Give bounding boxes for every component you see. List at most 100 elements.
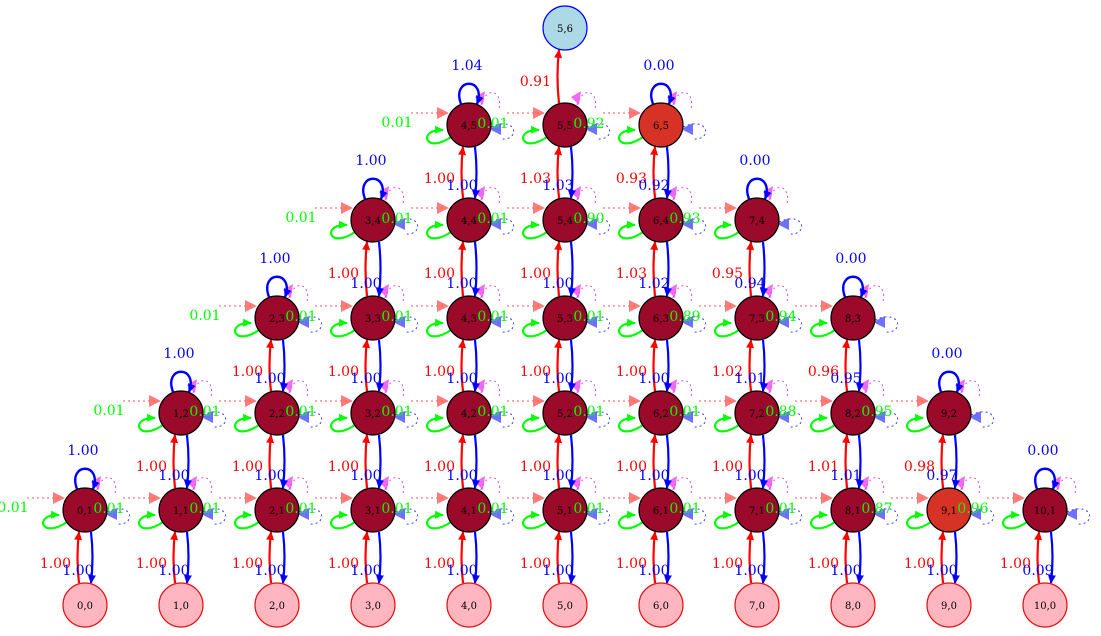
down-edge-9-2-to-9-1 (951, 434, 960, 489)
node-label-9-0: 9,0 (941, 601, 957, 612)
down-edge-5-4-to-5-3 (567, 241, 576, 297)
blue-self-loop-7-4 (746, 177, 772, 200)
node-label-8-2: 8,2 (845, 409, 861, 420)
green-self-loop-4-5 (426, 125, 452, 145)
up-edge-0-0-to-0-1 (74, 531, 83, 584)
up-edge-label-44: 1.00 (616, 364, 647, 380)
left-loop-label-10: 0.01 (93, 403, 124, 419)
ghost-arrowhead-right-10-1 (1065, 508, 1077, 520)
green-self-loop-5-5 (522, 125, 548, 145)
up-edge-label-43: 1.00 (520, 364, 551, 380)
ghost-arrowhead-right-3-1 (393, 508, 405, 520)
ghost-arrowhead-left-5-5 (533, 107, 545, 119)
down-edge-label-35: 1.00 (542, 468, 573, 484)
right-loop-label-14: 0.01 (573, 404, 604, 420)
right-loop-label-16: 0.88 (765, 404, 796, 420)
green-self-loop-7-3 (714, 318, 740, 338)
ghost-arrowhead-left-7-1 (725, 492, 737, 504)
blue-self-loop-6-5 (650, 82, 676, 105)
down-edge-label-11: 1.00 (62, 563, 93, 579)
ghost-arrowhead-left-9-1 (917, 492, 929, 504)
ghost-arrowhead-right-6-1 (681, 508, 693, 520)
node-5-5 (542, 102, 588, 148)
up-edge-label-40: 1.00 (232, 364, 263, 380)
down-edge-label-19: 1.00 (830, 563, 861, 579)
node-label-1-2: 1,2 (173, 409, 189, 420)
ghost-arrowhead-left-3-2 (341, 395, 353, 407)
ghost-arrowhead-right-7-3 (777, 316, 789, 328)
right-loop-label-22: 0.89 (669, 309, 700, 325)
node-3-4 (350, 197, 396, 243)
ghost-arrowhead-left-2-1 (245, 492, 257, 504)
node-6-1 (638, 487, 684, 533)
node-label-5-0: 5,0 (557, 601, 573, 612)
node-9-1 (926, 487, 972, 533)
green-self-loop-7-1 (714, 510, 740, 530)
node-label-7-4: 7,4 (749, 216, 765, 227)
green-self-loop-9-2 (906, 413, 932, 433)
node-3-2 (350, 390, 396, 436)
ghost-arrowhead-top-2-2 (283, 379, 293, 393)
down-edge-label-15: 1.00 (446, 563, 477, 579)
ghost-arrowhead-left-0-1 (53, 492, 65, 504)
down-edge-label-52: 1.01 (734, 371, 765, 387)
top-loop-label-9: 0.00 (1027, 443, 1058, 459)
down-edge-3-3-to-3-2 (375, 339, 384, 392)
down-edge-5-3-to-5-2 (567, 339, 576, 392)
node-1-1 (158, 487, 204, 533)
ghost-arrowhead-left-10-1 (1013, 492, 1025, 504)
ghost-arrowhead-right-5-4 (585, 218, 597, 230)
up-edge-label-57: 1.03 (616, 266, 647, 282)
ghost-arrowhead-left-5-3 (533, 300, 545, 312)
self-loops-layer (42, 82, 1060, 530)
ghost-arrowhead-left-3-3 (341, 300, 353, 312)
green-self-loop-6-1 (618, 510, 644, 530)
right-loop-label-3: 0.01 (381, 501, 412, 517)
ghost-arrowhead-top-4-2 (475, 379, 485, 393)
down-edge-label-51: 1.00 (638, 371, 669, 387)
up-edge-5-1-to-5-2 (554, 434, 563, 489)
node-6-3 (638, 295, 684, 341)
ghost-arrowhead-right-9-1 (969, 508, 981, 520)
right-loop-label-2: 0.01 (285, 501, 316, 517)
node-label-9-1: 9,1 (941, 506, 957, 517)
down-edge-0-1-to-0-0 (87, 531, 96, 584)
right-loop-label-5: 0.01 (573, 501, 604, 517)
right-loop-label-27: 0.93 (669, 211, 700, 227)
down-edge-8-2-to-8-1 (855, 434, 864, 489)
ghost-arrowhead-top-5-3 (571, 284, 581, 298)
node-label-2-2: 2,2 (269, 409, 285, 420)
top-loop-label-8: 0.00 (931, 346, 962, 362)
node-1-2 (158, 390, 204, 436)
node-1-0 (158, 582, 204, 628)
right-loop-label-23: 0.94 (765, 309, 796, 325)
up-edge-label-30: 0.98 (904, 459, 935, 475)
right-loop-label-28: 0.01 (477, 116, 508, 132)
down-edge-label-63: 0.94 (734, 276, 765, 292)
down-edge-label-60: 1.00 (446, 276, 477, 292)
right-loop-label-11: 0.01 (285, 404, 316, 420)
down-edge-label-50: 1.00 (542, 371, 573, 387)
green-self-loop-10-1 (1002, 510, 1028, 530)
right-loop-label-12: 0.01 (381, 404, 412, 420)
green-self-loop-4-4 (426, 220, 452, 240)
ghost-arrowhead-top-4-4 (475, 186, 485, 200)
up-edge-8-2-to-8-3 (842, 339, 851, 392)
ghost-arrowhead-left-8-1 (821, 492, 833, 504)
down-edge-label-38: 1.01 (830, 468, 861, 484)
down-edge-label-18: 1.00 (734, 563, 765, 579)
down-edge-4-1-to-4-0 (471, 531, 480, 584)
up-edge-label-42: 1.00 (424, 364, 455, 380)
up-edge-4-0-to-4-1 (458, 531, 467, 584)
ghost-arrowhead-left-3-1 (341, 492, 353, 504)
node-label-10-0: 10,0 (1034, 601, 1056, 612)
ghost-arrowhead-right-8-2 (873, 411, 885, 423)
node-7-1 (734, 487, 780, 533)
up-edge-label-9: 1.00 (904, 556, 935, 572)
up-edge-label-2: 1.00 (232, 556, 263, 572)
node-9-0 (926, 582, 972, 628)
ghost-arrowhead-top-8-1 (859, 476, 869, 490)
green-self-loop-1-2 (138, 413, 164, 433)
up-edge-6-2-to-6-3 (650, 339, 659, 392)
up-edge-2-2-to-2-3 (266, 339, 275, 392)
